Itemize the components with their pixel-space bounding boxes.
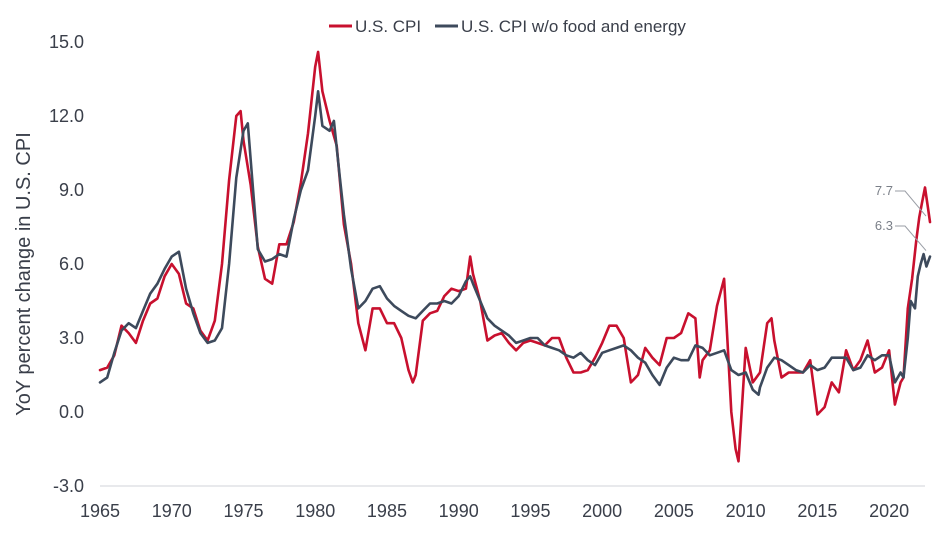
- x-tick-label: 1985: [367, 501, 407, 521]
- y-tick-label: 0.0: [59, 402, 84, 422]
- y-tick-label: 6.0: [59, 254, 84, 274]
- annotation-label: 7.7: [875, 183, 893, 198]
- x-tick-label: 1990: [439, 501, 479, 521]
- axis-layer: -3.0 0.0 3.0 6.0 9.0 12.0 15.0 1965 1970 1975 1980…: [49, 32, 925, 521]
- legend: U.S. CPI U.S. CPI w/o food and energy: [329, 17, 686, 36]
- x-tick-label: 2005: [654, 501, 694, 521]
- annotation-leader-line: [895, 225, 927, 251]
- legend-label-us-cpi: U.S. CPI: [355, 17, 421, 36]
- x-tick-label: 1965: [80, 501, 120, 521]
- x-tick-label: 1975: [223, 501, 263, 521]
- series-line-core-cpi: [98, 90, 932, 396]
- y-tick-label: 3.0: [59, 328, 84, 348]
- annotation-layer: 7.7 6.3: [875, 183, 927, 251]
- y-tick-label: 9.0: [59, 180, 84, 200]
- x-tick-label: 2010: [726, 501, 766, 521]
- x-tick-label: 2015: [797, 501, 837, 521]
- x-tick-label: 1995: [510, 501, 550, 521]
- annotation-leader-line: [895, 190, 927, 217]
- y-axis-title: YoY percent change in U.S. CPI: [13, 132, 35, 416]
- y-tick-label: -3.0: [53, 476, 84, 496]
- y-tick-label: 12.0: [49, 106, 84, 126]
- y-tick-label: 15.0: [49, 32, 84, 52]
- series-layer: [98, 50, 932, 463]
- x-tick-label: 1970: [152, 501, 192, 521]
- x-tick-label: 1980: [295, 501, 335, 521]
- legend-label-core-cpi: U.S. CPI w/o food and energy: [461, 17, 686, 36]
- annotation-label: 6.3: [875, 218, 893, 233]
- x-tick-label: 2020: [869, 501, 909, 521]
- x-tick-label: 2000: [582, 501, 622, 521]
- series-line-us-cpi: [98, 50, 932, 463]
